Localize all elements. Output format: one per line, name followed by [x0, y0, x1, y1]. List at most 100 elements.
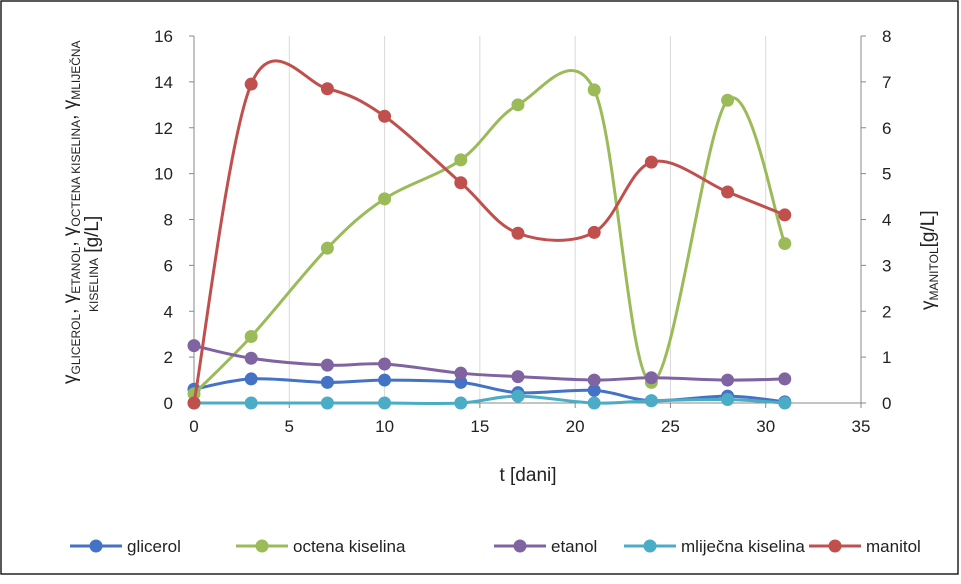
y-right-tick-label: 7 — [882, 73, 891, 92]
y-left-tick-label: 0 — [164, 394, 173, 413]
legend-swatch-marker — [643, 539, 657, 553]
y-right-tick-label: 0 — [882, 394, 891, 413]
x-tick-label: 25 — [661, 417, 680, 436]
data-point-etanol — [187, 339, 201, 353]
x-tick-label: 15 — [470, 417, 489, 436]
data-point-manitol — [244, 77, 258, 91]
data-point-manitol — [378, 109, 392, 123]
legend-swatch-marker — [255, 539, 269, 553]
legend-label: mliječna kiselina — [681, 537, 805, 556]
legend: glicerol octena kiselina etanol mliječna ki… — [70, 537, 921, 556]
x-tick-label: 30 — [756, 417, 775, 436]
data-point-glicerol — [320, 375, 334, 389]
legend-item-etanol: etanol — [494, 537, 597, 556]
legend-label: etanol — [551, 537, 597, 556]
y-left-tick-label: 16 — [154, 27, 173, 46]
y-left-tick-label: 12 — [154, 119, 173, 138]
svg-text:γMANITOL[g/L]: γMANITOL[g/L] — [918, 210, 941, 310]
data-point-mliječna-kiselina — [454, 396, 468, 410]
y-left-tick-label: 8 — [164, 211, 173, 230]
data-point-octena-kiselina — [244, 329, 258, 343]
legend-item-mliječna-kiselina: mliječna kiselina — [624, 537, 805, 556]
data-point-etanol — [378, 357, 392, 371]
data-point-etanol — [721, 373, 735, 387]
y-right-tick-label: 3 — [882, 256, 891, 275]
data-point-octena-kiselina — [454, 153, 468, 167]
data-point-manitol — [587, 225, 601, 239]
y-axis-right-label: γMANITOL[g/L] — [918, 210, 941, 310]
legend-item-octena-kiselina: octena kiselina — [236, 537, 406, 556]
data-point-manitol — [721, 185, 735, 199]
y-right-tick-label: 4 — [882, 211, 891, 230]
data-point-manitol — [454, 176, 468, 190]
data-point-glicerol — [244, 372, 258, 386]
data-point-octena-kiselina — [778, 237, 792, 251]
y-right-tick-label: 6 — [882, 119, 891, 138]
data-point-mliječna-kiselina — [320, 396, 334, 410]
series-layer — [187, 59, 792, 410]
data-point-manitol — [187, 396, 201, 410]
data-point-octena-kiselina — [587, 83, 601, 97]
data-point-etanol — [778, 372, 792, 386]
data-point-octena-kiselina — [378, 192, 392, 206]
data-point-mliječna-kiselina — [378, 396, 392, 410]
data-point-octena-kiselina — [721, 93, 735, 107]
legend-item-glicerol: glicerol — [70, 537, 181, 556]
data-point-mliječna-kiselina — [721, 393, 735, 407]
data-point-etanol — [644, 371, 658, 385]
data-point-etanol — [454, 366, 468, 380]
data-point-manitol — [644, 155, 658, 169]
data-point-mliječna-kiselina — [587, 396, 601, 410]
x-tick-label: 0 — [189, 417, 198, 436]
x-axis-label: t [dani] — [499, 465, 556, 486]
y-right-tick-label: 1 — [882, 348, 891, 367]
y-left-tick-label: 6 — [164, 256, 173, 275]
series-line-mliječna-kiselina — [194, 394, 785, 406]
data-point-glicerol — [454, 375, 468, 389]
legend-label: octena kiselina — [293, 537, 406, 556]
legend-label: manitol — [866, 537, 921, 556]
y-right-tick-label: 8 — [882, 27, 891, 46]
data-point-manitol — [511, 226, 525, 240]
series-line-etanol — [193, 344, 785, 382]
x-tick-label: 20 — [566, 417, 585, 436]
series-mliječna-kiselina — [187, 389, 792, 410]
data-point-glicerol — [378, 373, 392, 387]
y-left-tick-label: 10 — [154, 165, 173, 184]
legend-swatch-marker — [89, 539, 103, 553]
legend-item-manitol: manitol — [809, 537, 921, 556]
x-tick-label: 10 — [375, 417, 394, 436]
x-tick-label: 35 — [852, 417, 871, 436]
data-point-manitol — [778, 208, 792, 222]
y-right-tick-label: 5 — [882, 165, 891, 184]
data-point-glicerol — [587, 383, 601, 397]
y-left-tick-label: 4 — [164, 302, 173, 321]
legend-swatch-marker — [513, 539, 527, 553]
series-line-octena-kiselina — [192, 69, 787, 395]
data-point-manitol — [320, 82, 334, 96]
data-point-octena-kiselina — [511, 98, 525, 112]
y-axis-left-label: γGLICEROL, γETANOL, γOCTENA KISELINA, γM… — [60, 40, 103, 384]
data-point-etanol — [320, 358, 334, 372]
y-right-tick-label: 2 — [882, 302, 891, 321]
x-tick-label: 5 — [285, 417, 294, 436]
data-point-etanol — [587, 373, 601, 387]
data-point-mliječna-kiselina — [644, 394, 658, 408]
data-point-etanol — [511, 370, 525, 384]
legend-label: glicerol — [127, 537, 181, 556]
svg-text:γGLICEROL, γETANOL, γOCTENA KI: γGLICEROL, γETANOL, γOCTENA KISELINA, γM… — [60, 40, 83, 384]
data-point-mliječna-kiselina — [244, 396, 258, 410]
svg-text:KISELINA [g/L]: KISELINA [g/L] — [82, 216, 103, 312]
series-etanol — [187, 339, 792, 387]
series-manitol — [187, 59, 792, 410]
y-left-tick-label: 2 — [164, 348, 173, 367]
data-point-octena-kiselina — [320, 241, 334, 255]
legend-swatch-marker — [828, 539, 842, 553]
data-point-etanol — [244, 351, 258, 365]
data-point-mliječna-kiselina — [511, 389, 525, 403]
y-left-tick-label: 14 — [154, 73, 173, 92]
data-point-mliječna-kiselina — [778, 396, 792, 410]
